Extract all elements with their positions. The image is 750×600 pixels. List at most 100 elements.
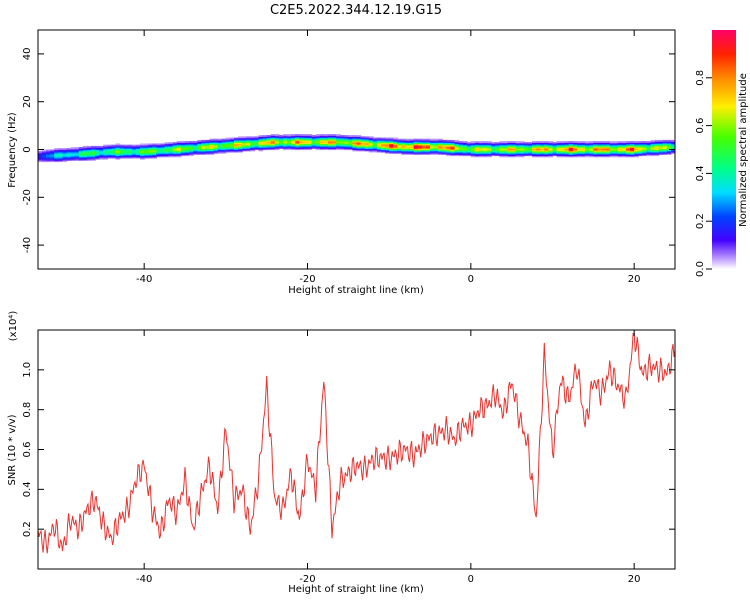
spectrogram-cell bbox=[209, 151, 215, 154]
spectrogram-xtick-label: -40 bbox=[136, 274, 152, 285]
spectrogram-cell bbox=[185, 142, 190, 145]
spectrogram-cell bbox=[458, 144, 464, 147]
spectrogram-cell bbox=[442, 150, 447, 153]
spectrogram-cell bbox=[115, 145, 121, 148]
spectrogram-cell bbox=[658, 148, 664, 151]
spectrogram-cell bbox=[242, 141, 247, 143]
spectrogram-cell bbox=[519, 154, 525, 157]
spectrogram-cell bbox=[393, 147, 398, 149]
spectrogram-cell bbox=[164, 143, 170, 146]
spectrogram-cell bbox=[352, 136, 358, 139]
spectrogram-cell bbox=[385, 137, 390, 140]
spectrogram-cell bbox=[99, 147, 104, 149]
spectrogram-cell bbox=[491, 149, 496, 152]
spectrogram-cell bbox=[299, 141, 304, 143]
spectrogram-cell bbox=[621, 154, 627, 157]
spectrogram-cell bbox=[225, 143, 231, 146]
spectrogram-cell bbox=[515, 148, 521, 151]
spectrogram-cell bbox=[340, 135, 345, 137]
spectrogram-cell bbox=[156, 153, 162, 155]
spectrogram-cell bbox=[577, 142, 582, 145]
spectrogram-cell bbox=[229, 144, 235, 147]
spectrogram-cell bbox=[307, 143, 313, 146]
spectrogram-cell bbox=[487, 141, 492, 143]
spectrogram-cell bbox=[442, 149, 447, 152]
spectrogram-cell bbox=[589, 148, 594, 151]
spectrogram-cell bbox=[242, 144, 247, 147]
spectrogram-cell bbox=[148, 155, 153, 158]
spectrogram-cell bbox=[78, 151, 84, 154]
spectrogram-cell bbox=[303, 141, 309, 143]
spectrogram-cell bbox=[180, 145, 186, 148]
spectrogram-cell bbox=[401, 139, 407, 142]
spectrogram-cell bbox=[381, 138, 386, 141]
spectrogram-cell bbox=[491, 142, 496, 145]
spectrogram-cell bbox=[446, 142, 451, 145]
spectrogram-cell bbox=[568, 155, 574, 158]
spectrogram-cell bbox=[107, 145, 113, 148]
spectrogram-cell bbox=[503, 151, 509, 154]
spectrogram-cell bbox=[201, 149, 206, 152]
spectrogram-cell bbox=[283, 148, 288, 151]
spectrogram-cell bbox=[213, 141, 219, 143]
spectrogram-cell bbox=[466, 145, 472, 148]
spectrogram-cell bbox=[295, 144, 300, 147]
spectrogram-cell bbox=[470, 144, 476, 147]
spectrogram-cell bbox=[430, 142, 435, 145]
spectrogram-cell bbox=[46, 155, 51, 158]
spectrogram-cell bbox=[352, 139, 358, 142]
spectrogram-cell bbox=[540, 147, 545, 149]
spectrogram-cell bbox=[340, 141, 345, 143]
spectrogram-cell bbox=[299, 142, 304, 145]
spectrogram-cell bbox=[389, 143, 394, 146]
spectrogram-cell bbox=[115, 148, 121, 151]
spectrogram-cell bbox=[483, 141, 488, 143]
spectrogram-cell bbox=[446, 149, 451, 152]
spectrogram-cell bbox=[327, 148, 333, 151]
spectrogram-cell bbox=[111, 155, 117, 158]
spectrogram-cell bbox=[621, 151, 627, 154]
spectrogram-cell bbox=[234, 139, 239, 142]
spectrogram-cell bbox=[515, 145, 521, 148]
spectrogram-cell bbox=[499, 151, 505, 154]
spectrogram-cell bbox=[336, 134, 341, 136]
spectrogram-cell bbox=[376, 150, 382, 153]
spectrogram-cell bbox=[278, 142, 284, 145]
spectrogram-cell bbox=[111, 156, 117, 159]
spectrogram-cell bbox=[299, 136, 304, 139]
spectrogram-cell bbox=[552, 150, 558, 153]
spectrogram-cell bbox=[466, 150, 472, 153]
spectrogram-cell bbox=[528, 153, 533, 155]
spectrogram-cell bbox=[364, 142, 370, 145]
spectrogram-cell bbox=[544, 149, 549, 152]
spectrogram-cell bbox=[519, 155, 525, 158]
spectrogram-cell bbox=[601, 150, 607, 153]
spectrogram-cell bbox=[413, 141, 419, 143]
spectrogram-cell bbox=[62, 153, 68, 155]
spectrogram-cell bbox=[148, 156, 153, 159]
spectrogram-cell bbox=[446, 148, 451, 151]
spectrogram-cell bbox=[242, 137, 247, 140]
spectrogram-cell bbox=[564, 151, 570, 154]
spectrogram-cell bbox=[54, 151, 59, 154]
spectrogram-cell bbox=[609, 143, 615, 146]
spectrogram-cell bbox=[613, 143, 619, 146]
spectrogram-cell bbox=[254, 141, 260, 143]
spectrogram-cell bbox=[450, 149, 456, 152]
spectrogram-cell bbox=[319, 136, 325, 139]
spectrogram-cell bbox=[564, 141, 570, 143]
spectrogram-cell bbox=[364, 139, 370, 142]
spectrogram-cell bbox=[499, 150, 505, 153]
spectrogram-cell bbox=[548, 144, 554, 147]
spectrogram-cell bbox=[499, 143, 505, 146]
spectrogram-cell bbox=[536, 145, 541, 148]
spectrogram-cell bbox=[87, 149, 92, 152]
spectrogram-cell bbox=[152, 154, 157, 157]
spectrogram-cell bbox=[532, 144, 537, 147]
spectrogram-cell bbox=[662, 148, 668, 151]
spectrogram-cell bbox=[381, 148, 386, 151]
spectrogram-cell bbox=[589, 143, 594, 146]
spectrogram-cell bbox=[42, 160, 47, 163]
spectrogram-cell bbox=[609, 148, 615, 151]
spectrogram-cell bbox=[434, 138, 439, 141]
